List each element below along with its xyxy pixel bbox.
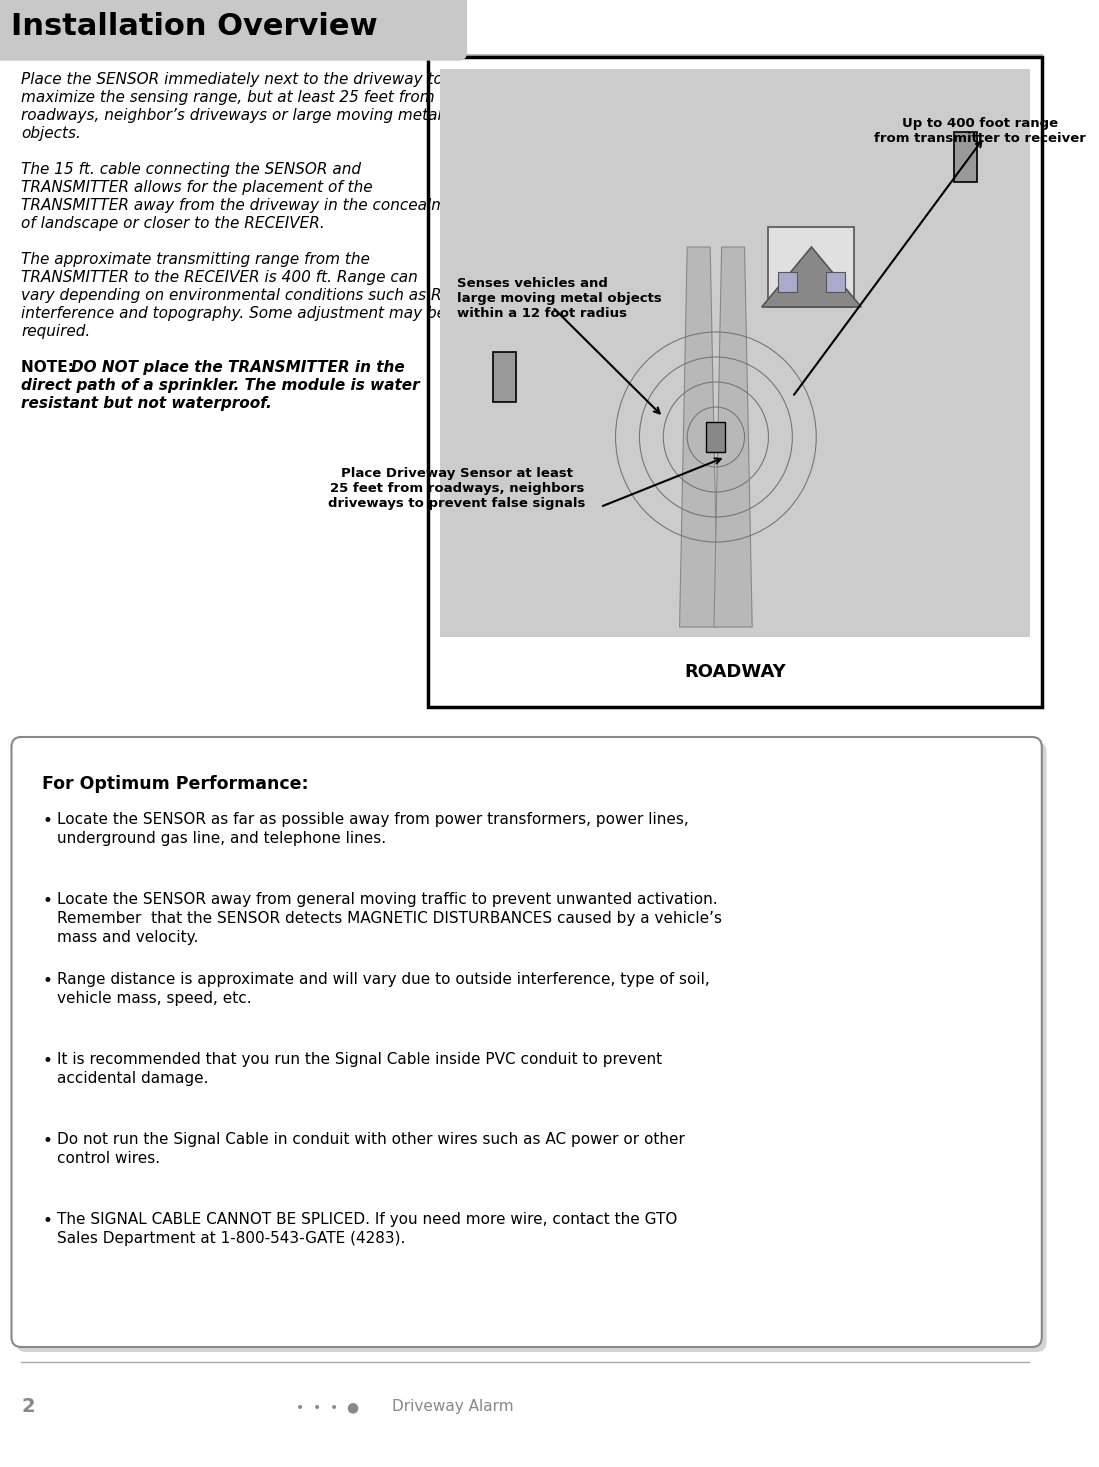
Text: Sales Department at 1-800-543-GATE (4283).: Sales Department at 1-800-543-GATE (4283… [57, 1231, 406, 1245]
Bar [954, 132, 977, 182]
Text: Senses vehicles and
large moving metal objects
within a 12 foot radius: Senses vehicles and large moving metal o… [457, 277, 662, 320]
Text: objects.: objects. [21, 126, 81, 141]
Bar [429, 57, 1042, 707]
Text: vehicle mass, speed, etc.: vehicle mass, speed, etc. [57, 992, 252, 1006]
Text: •: • [42, 892, 52, 910]
Text: Locate the SENSOR as far as possible away from power transformers, power lines,: Locate the SENSOR as far as possible awa… [57, 813, 689, 827]
Text: The approximate transmitting range from the: The approximate transmitting range from … [21, 252, 370, 267]
Text: of landscape or closer to the RECEIVER.: of landscape or closer to the RECEIVER. [21, 216, 325, 230]
Text: TRANSMITTER to the RECEIVER is 400 ft. Range can: TRANSMITTER to the RECEIVER is 400 ft. R… [21, 270, 418, 285]
Text: mass and velocity.: mass and velocity. [57, 930, 199, 945]
Text: roadways, neighbor’s driveways or large moving metal: roadways, neighbor’s driveways or large … [21, 109, 442, 123]
Polygon shape [762, 246, 862, 307]
Text: For Optimum Performance:: For Optimum Performance: [42, 775, 309, 794]
Text: Remember  that the SENSOR detects MAGNETIC DISTURBANCES caused by a vehicle’s: Remember that the SENSOR detects MAGNETI… [57, 911, 722, 926]
Text: Driveway Alarm: Driveway Alarm [392, 1400, 513, 1414]
Text: •: • [42, 1212, 52, 1229]
FancyBboxPatch shape [11, 736, 1042, 1347]
Text: vary depending on environmental conditions such as RF: vary depending on environmental conditio… [21, 288, 451, 304]
Text: interference and topography. Some adjustment may be: interference and topography. Some adjust… [21, 307, 446, 321]
Text: DO NOT place the TRANSMITTER in the: DO NOT place the TRANSMITTER in the [70, 359, 404, 376]
Text: 2: 2 [21, 1398, 35, 1417]
FancyBboxPatch shape [0, 0, 466, 60]
Text: direct path of a sprinkler. The module is water: direct path of a sprinkler. The module i… [21, 378, 420, 393]
Text: •: • [42, 973, 52, 990]
Text: resistant but not waterproof.: resistant but not waterproof. [21, 396, 271, 411]
Text: maximize the sensing range, but at least 25 feet from: maximize the sensing range, but at least… [21, 89, 434, 106]
Bar [778, 271, 797, 292]
Text: accidental damage.: accidental damage. [57, 1071, 209, 1086]
Bar [440, 69, 1031, 637]
Text: Locate the SENSOR away from general moving traffic to prevent unwanted activatio: Locate the SENSOR away from general movi… [57, 892, 718, 907]
Bar [768, 227, 855, 307]
Text: •: • [42, 1133, 52, 1150]
Text: The 15 ft. cable connecting the SENSOR and: The 15 ft. cable connecting the SENSOR a… [21, 161, 362, 178]
Text: required.: required. [21, 324, 90, 339]
Text: Do not run the Signal Cable in conduit with other wires such as AC power or othe: Do not run the Signal Cable in conduit w… [57, 1133, 685, 1147]
Bar [825, 271, 845, 292]
FancyBboxPatch shape [16, 742, 1046, 1353]
Text: The SIGNAL CABLE CANNOT BE SPLICED. If you need more wire, contact the GTO: The SIGNAL CABLE CANNOT BE SPLICED. If y… [57, 1212, 678, 1226]
Text: •  •  •  ●: • • • ● [297, 1400, 359, 1414]
Text: control wires.: control wires. [57, 1152, 160, 1166]
Polygon shape [679, 246, 718, 626]
Bar [707, 422, 725, 452]
Polygon shape [714, 246, 752, 626]
Text: Place the SENSOR immediately next to the driveway to: Place the SENSOR immediately next to the… [21, 72, 443, 87]
Text: Up to 400 foot range
from transmitter to receiver: Up to 400 foot range from transmitter to… [874, 117, 1086, 145]
Text: It is recommended that you run the Signal Cable inside PVC conduit to prevent: It is recommended that you run the Signa… [57, 1052, 663, 1067]
Text: Installation Overview: Installation Overview [11, 12, 378, 41]
Text: NOTE:: NOTE: [21, 359, 85, 376]
Text: ROADWAY: ROADWAY [684, 663, 786, 681]
Text: •: • [42, 813, 52, 830]
Text: TRANSMITTER away from the driveway in the concealment: TRANSMITTER away from the driveway in th… [21, 198, 471, 213]
Text: underground gas line, and telephone lines.: underground gas line, and telephone line… [57, 830, 387, 846]
Text: Range distance is approximate and will vary due to outside interference, type of: Range distance is approximate and will v… [57, 973, 710, 987]
Text: TRANSMITTER allows for the placement of the: TRANSMITTER allows for the placement of … [21, 180, 373, 195]
Text: Place Driveway Sensor at least
25 feet from roadways, neighbors
driveways to pre: Place Driveway Sensor at least 25 feet f… [329, 467, 586, 511]
Text: •: • [42, 1052, 52, 1069]
Bar [493, 352, 517, 402]
